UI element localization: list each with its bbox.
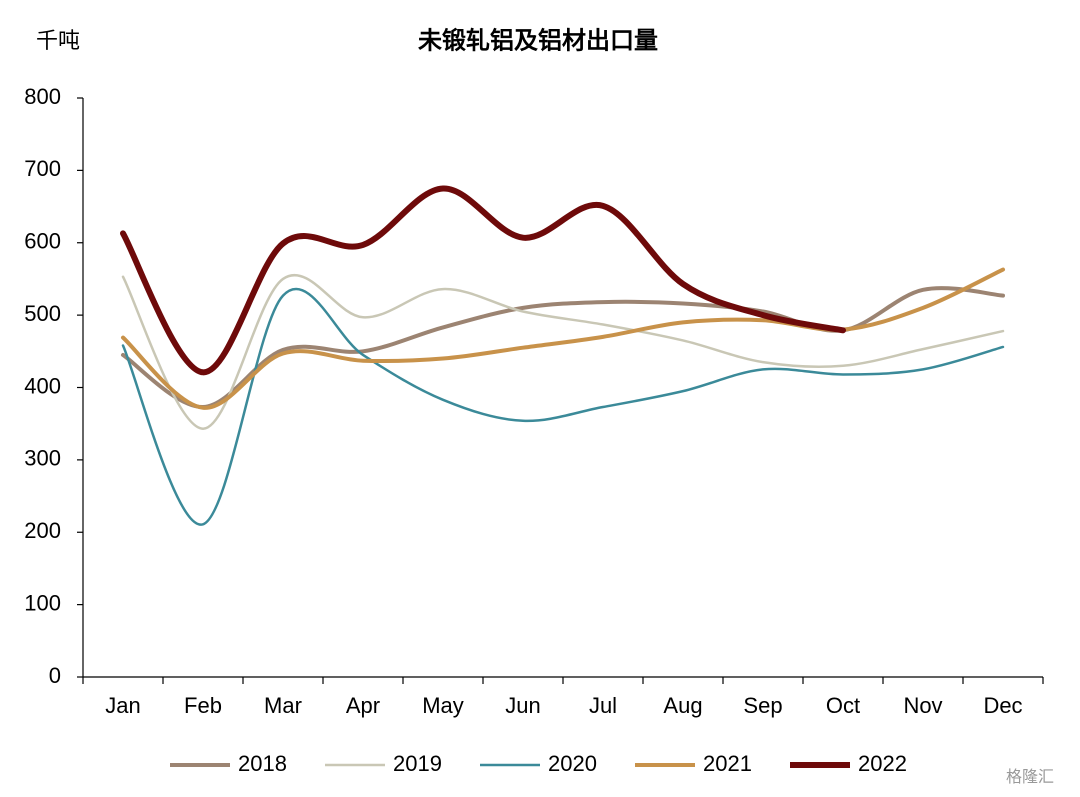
legend-label: 2019 xyxy=(393,751,442,776)
y-tick-label: 600 xyxy=(24,229,61,254)
legend-label: 2022 xyxy=(858,751,907,776)
y-tick-label: 100 xyxy=(24,590,61,615)
x-tick-label: Nov xyxy=(903,693,942,718)
series-line xyxy=(121,274,1005,431)
y-tick-label: 300 xyxy=(24,446,61,471)
y-tick-label: 500 xyxy=(24,301,61,326)
x-tick-label: Feb xyxy=(184,693,222,718)
y-tick-label: 400 xyxy=(24,373,61,398)
watermark: 格隆汇 xyxy=(1006,768,1054,786)
x-tick-label: Dec xyxy=(983,693,1022,718)
x-tick-label: Mar xyxy=(264,693,302,718)
y-axis-label: 千吨 xyxy=(36,28,80,53)
x-tick-label: Jul xyxy=(589,693,617,718)
x-tick-label: Oct xyxy=(826,693,860,718)
legend-label: 2020 xyxy=(548,751,597,776)
y-tick-label: 700 xyxy=(24,156,61,181)
chart-title: 未锻轧铝及铝材出口量 xyxy=(418,26,658,54)
x-tick-label: Aug xyxy=(663,693,702,718)
x-tick-label: Jan xyxy=(105,693,140,718)
series-line xyxy=(121,287,1005,526)
x-tick-label: Jun xyxy=(505,693,540,718)
y-tick-label: 800 xyxy=(24,84,61,109)
y-tick-label: 200 xyxy=(24,518,61,543)
series-line xyxy=(120,185,846,376)
x-tick-label: Sep xyxy=(743,693,782,718)
legend-label: 2021 xyxy=(703,751,752,776)
series-line xyxy=(121,267,1005,410)
x-tick-label: Apr xyxy=(346,693,380,718)
legend-label: 2018 xyxy=(238,751,287,776)
series-line xyxy=(121,286,1005,410)
y-tick-label: 0 xyxy=(49,663,61,688)
x-tick-label: May xyxy=(422,693,464,718)
